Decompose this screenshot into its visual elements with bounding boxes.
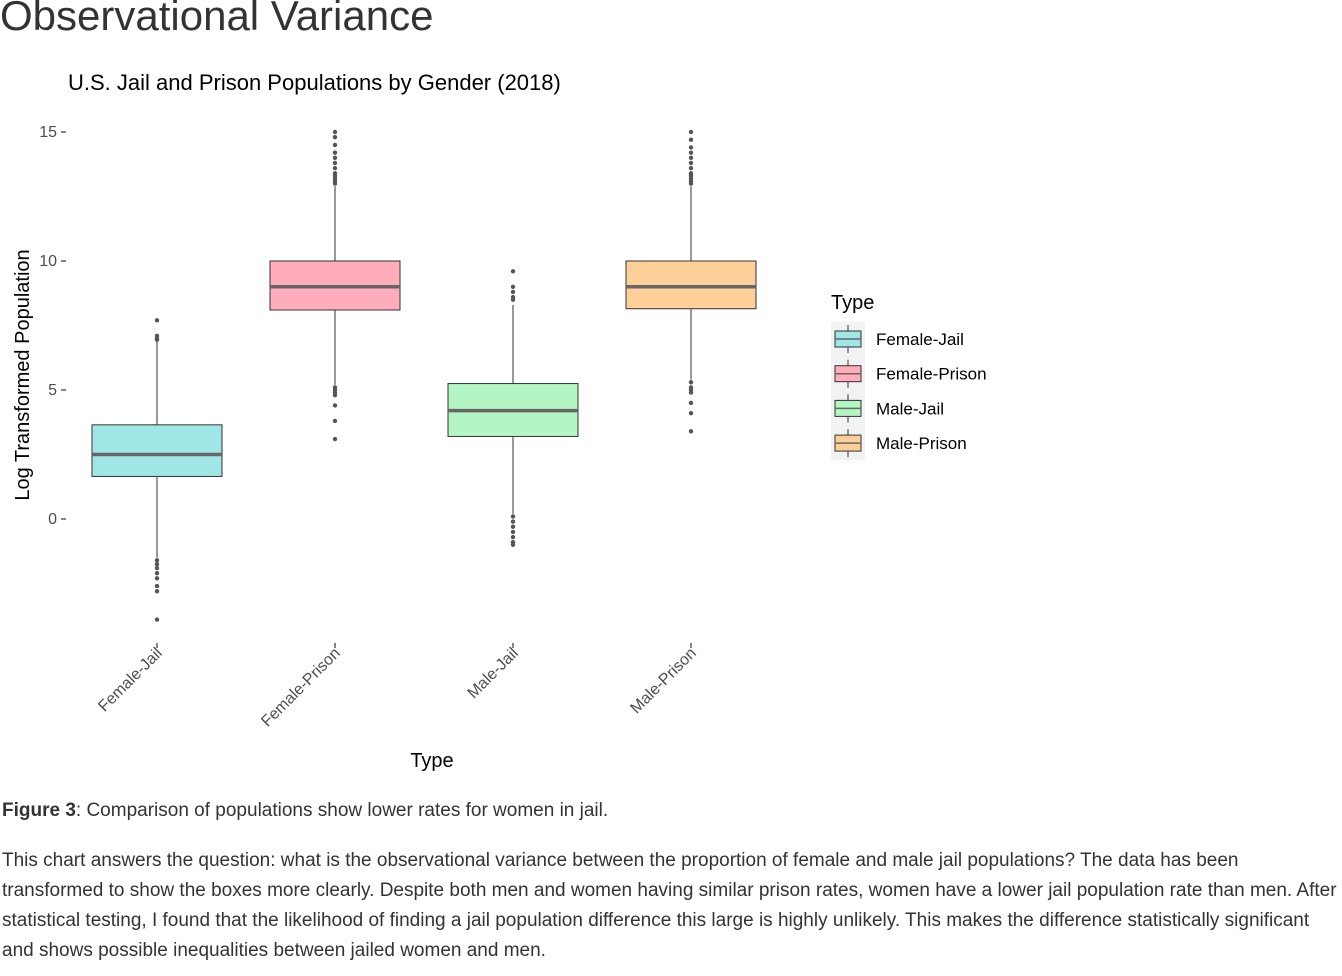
legend-label-male-jail: Male-Jail <box>876 399 944 418</box>
y-tick-label-5: 5 <box>48 382 57 399</box>
outlier-point <box>154 583 160 589</box>
outlier-point <box>154 558 160 563</box>
y-tick-label-15: 15 <box>39 124 57 141</box>
outlier-point <box>154 318 160 323</box>
outlier-point <box>332 150 338 155</box>
outlier-point <box>688 411 694 416</box>
outlier-point <box>154 561 160 567</box>
outlier-point <box>688 429 694 434</box>
box-female-jail <box>91 318 223 622</box>
outlier-point <box>332 160 338 166</box>
y-axis: 0 5 10 15 <box>39 124 66 528</box>
x-tick-label-male-prison: Male-Prison <box>627 645 699 717</box>
outlier-point <box>510 519 516 524</box>
box-body-male-prison <box>625 260 757 310</box>
figure-caption-text: : Comparison of populations show lower r… <box>75 800 609 821</box>
legend-items: Female-Jail Female-Prison Male-Jail Male-Pr… <box>831 322 987 460</box>
outlier-point <box>332 129 338 135</box>
legend-item-male-prison: Male-Prison <box>834 429 967 458</box>
outlier-point <box>510 529 516 535</box>
outlier-point <box>332 165 338 171</box>
outlier-point <box>510 289 516 295</box>
outlier-point <box>332 392 338 398</box>
outlier-point <box>510 524 516 529</box>
outlier-point <box>510 269 516 274</box>
legend-label-male-prison: Male-Prison <box>876 434 967 453</box>
outlier-point <box>154 565 160 571</box>
box-male-prison <box>625 129 757 434</box>
outlier-point <box>154 576 160 581</box>
outlier-point <box>510 514 516 519</box>
outlier-point <box>688 165 694 171</box>
outlier-point <box>688 137 694 142</box>
legend-label-female-prison: Female-Prison <box>876 365 987 384</box>
legend-item-male-jail: Male-Jail <box>834 394 944 423</box>
outlier-point <box>510 534 516 540</box>
outlier-point <box>688 390 694 395</box>
outlier-point <box>688 155 694 160</box>
outlier-point <box>688 145 694 150</box>
legend: Type Female-Jail Female-Prison Male-Jail Ma… <box>831 292 987 460</box>
outlier-point <box>688 129 694 135</box>
outlier-point <box>332 134 338 140</box>
description-paragraph: This chart answers the question: what is… <box>2 850 1337 961</box>
outlier-point <box>332 403 338 408</box>
x-tick-label-female-jail: Female-Jail <box>95 645 165 715</box>
outlier-point <box>154 589 160 594</box>
y-tick-label-10: 10 <box>39 253 57 270</box>
outlier-point <box>332 436 338 442</box>
outlier-point <box>688 150 694 155</box>
legend-label-female-jail: Female-Jail <box>876 330 964 349</box>
outlier-point <box>154 617 160 622</box>
box-series <box>91 129 757 622</box>
x-tick-label-male-jail: Male-Jail <box>465 645 522 702</box>
box-body-female-jail <box>91 424 223 477</box>
box-male-jail <box>447 269 579 547</box>
outlier-point <box>688 160 694 166</box>
outlier-point <box>154 570 160 576</box>
legend-title: Type <box>831 292 874 314</box>
outlier-point <box>688 400 694 406</box>
outlier-point <box>332 155 338 160</box>
outlier-point <box>332 418 338 424</box>
x-axis-label: Type <box>410 750 453 772</box>
y-tick-label-0: 0 <box>48 511 57 528</box>
outlier-point <box>688 380 694 385</box>
outlier-point <box>332 181 338 186</box>
y-axis-label: Log Transformed Population <box>12 249 34 500</box>
outlier-point <box>154 337 160 342</box>
outlier-point <box>332 142 338 148</box>
figure-label: Figure 3 <box>2 800 76 821</box>
x-tick-label-female-prison: Female-Prison <box>258 645 344 731</box>
outlier-point <box>510 297 516 302</box>
figure-caption: Figure 3: Comparison of populations show… <box>2 800 608 822</box>
legend-item-female-prison: Female-Prison <box>834 359 987 388</box>
box-female-prison <box>269 129 401 442</box>
x-axis: Female-Jail Female-Prison Male-Jail Male-Pr… <box>95 643 700 731</box>
legend-item-female-jail: Female-Jail <box>834 325 964 353</box>
chart-title: U.S. Jail and Prison Populations by Gend… <box>68 70 561 95</box>
page-heading: Observational Variance <box>0 0 434 39</box>
outlier-point <box>510 284 516 289</box>
outlier-point <box>688 181 694 186</box>
boxplot-chart: U.S. Jail and Prison Populations by Gend… <box>12 70 987 772</box>
outlier-point <box>510 542 516 547</box>
